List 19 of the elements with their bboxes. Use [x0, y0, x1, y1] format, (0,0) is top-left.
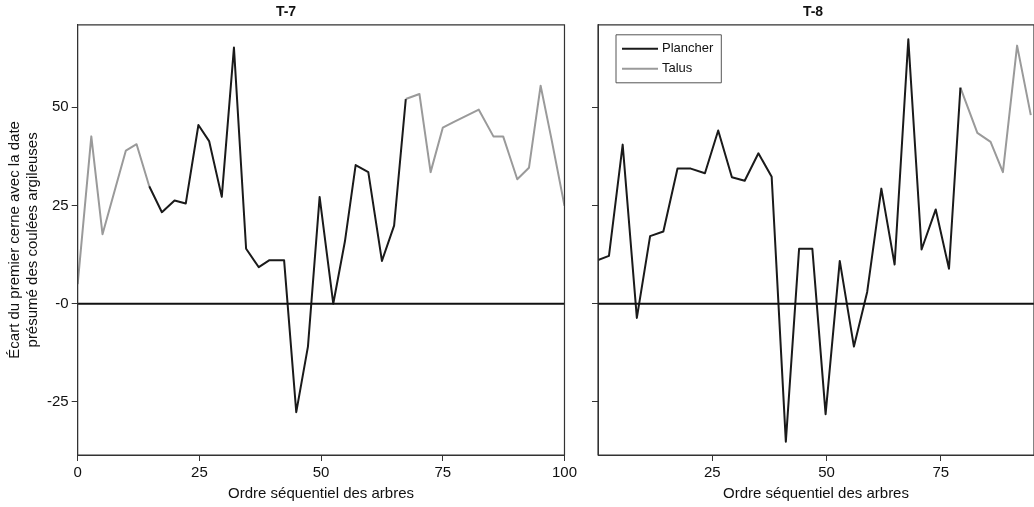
y-tick-label: -0 [55, 293, 69, 311]
y-axis-title: Écart du premier cerne avec la date présumé des coulées argileuses [5, 121, 41, 359]
x-tick-label: 75 [932, 463, 950, 481]
y-tick-label: 50 [51, 97, 69, 115]
x-tick-label: 100 [551, 463, 577, 481]
x-tick-label: 75 [434, 463, 452, 481]
x-tick-label: 25 [191, 463, 208, 481]
x-tick-label: 0 [73, 463, 82, 481]
x-tick-label: 25 [703, 463, 721, 481]
chart-title: T-8 [802, 3, 824, 20]
y-tick-label: -25 [46, 392, 69, 410]
legend-label: Plancher [662, 40, 714, 56]
legend-label: Talus [662, 60, 693, 76]
x-axis-title: Ordre séquentiel des arbres [723, 484, 909, 502]
chart-title: T-7 [275, 3, 297, 20]
x-axis-title: Ordre séquentiel des arbres [228, 484, 415, 502]
x-tick-label: 50 [818, 463, 835, 481]
x-tick-label: 50 [312, 463, 330, 481]
y-tick-label: 25 [51, 195, 69, 213]
